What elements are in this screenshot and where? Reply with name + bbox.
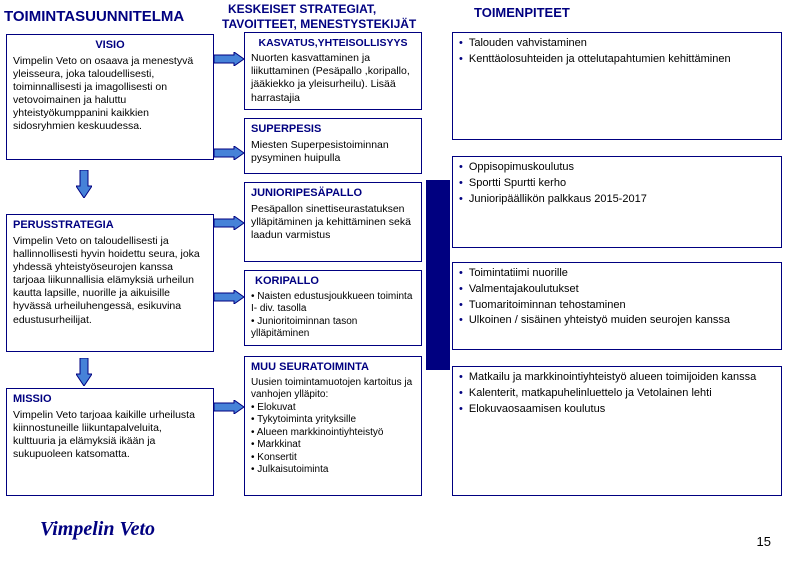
header-col3: TOIMENPITEET (474, 5, 570, 21)
koripallo-b2: • Junioritoiminnan tason ylläpitäminen (251, 316, 415, 341)
box-kasvatus: KASVATUS,YHTEISOLLISYYS Nuorten kasvatta… (244, 32, 422, 110)
box-t3: Toimintatiimi nuorille Valmentajakoulutu… (452, 262, 782, 350)
t4-b2: Kalenterit, matkapuhelinluettelo ja Veto… (459, 387, 775, 401)
box-juniori: JUNIORIPESÄPALLO Pesäpallon sinettiseura… (244, 182, 422, 262)
t1-b1: Talouden vahvistaminen (459, 37, 775, 51)
arrow-down-icon (76, 358, 92, 386)
arrow-right-icon (214, 146, 244, 160)
arrow-right-icon (214, 52, 244, 66)
t3-b1: Toimintatiimi nuorille (459, 267, 775, 281)
juniori-body: Pesäpallon sinettiseurastatuksen ylläpit… (251, 203, 415, 242)
juniori-title: JUNIORIPESÄPALLO (251, 187, 415, 201)
perus-title: PERUSSTRATEGIA (13, 219, 207, 233)
t2-b2: Sportti Spurtti kerho (459, 177, 775, 191)
kasvatus-body: Nuorten kasvattaminen ja liikuttaminen (… (251, 52, 415, 105)
muu-intro: Uusien toimintamuotojen kartoitus ja van… (251, 377, 415, 402)
perus-body: Vimpelin Veto on taloudellisesti ja hall… (13, 235, 207, 327)
box-muu: MUU SEURATOIMINTA Uusien toimintamuotoje… (244, 356, 422, 496)
arrow-right-icon (214, 400, 244, 414)
muu-b1: • Elokuvat (251, 402, 415, 415)
koripallo-b1: • Naisten edustusjoukkueen toiminta I- d… (251, 291, 415, 316)
page-number: 15 (757, 534, 771, 549)
missio-title: MISSIO (13, 393, 207, 407)
box-t4: Matkailu ja markkinointiyhteistyö alueen… (452, 366, 782, 496)
muu-title: MUU SEURATOIMINTA (251, 361, 415, 375)
t3-b2: Valmentajakoulutukset (459, 283, 775, 297)
muu-b6: • Julkaisutoiminta (251, 464, 415, 477)
t2-b3: Junioripäällikön palkkaus 2015-2017 (459, 193, 775, 207)
t4-b3: Elokuvaosaamisen koulutus (459, 403, 775, 417)
t4-b1: Matkailu ja markkinointiyhteistyö alueen… (459, 371, 775, 385)
visio-title: VISIO (13, 39, 207, 53)
box-perus: PERUSSTRATEGIA Vimpelin Veto on taloudel… (6, 214, 214, 352)
kasvatus-title: KASVATUS,YHTEISOLLISYYS (251, 37, 415, 50)
arrow-down-icon (76, 170, 92, 198)
box-t1: Talouden vahvistaminen Kenttäolosuhteide… (452, 32, 782, 140)
superpesis-title: SUPERPESIS (251, 123, 415, 137)
t3-b4: Ulkoinen / sisäinen yhteistyö muiden seu… (459, 314, 775, 328)
box-t2: Oppisopimuskoulutus Sportti Spurtti kerh… (452, 156, 782, 248)
header-col2b: TAVOITTEET, MENESTYSTEKIJÄT (222, 17, 416, 31)
header-col2a: KESKEISET STRATEGIAT, (228, 2, 376, 16)
t2-b1: Oppisopimuskoulutus (459, 161, 775, 175)
missio-body: Vimpelin Veto tarjoaa kaikille urheilust… (13, 409, 207, 462)
muu-b3: • Alueen markkinointiyhteistyö (251, 427, 415, 440)
logo: Vimpelin Veto (40, 518, 155, 541)
muu-b5: • Konsertit (251, 452, 415, 465)
t1-b2: Kenttäolosuhteiden ja ottelutapahtumien … (459, 53, 775, 67)
box-koripallo: KORIPALLO • Naisten edustusjoukkueen toi… (244, 270, 422, 346)
connector-bar (426, 180, 450, 370)
superpesis-body: Miesten Superpesistoiminnan pysyminen hu… (251, 139, 415, 165)
muu-b2: • Tykytoiminta yrityksille (251, 414, 415, 427)
muu-b4: • Markkinat (251, 439, 415, 452)
koripallo-title: KORIPALLO (251, 275, 415, 289)
arrow-right-icon (214, 216, 244, 230)
arrow-right-icon (214, 290, 244, 304)
box-visio: VISIO Vimpelin Veto on osaava ja menesty… (6, 34, 214, 160)
box-missio: MISSIO Vimpelin Veto tarjoaa kaikille ur… (6, 388, 214, 496)
box-superpesis: SUPERPESIS Miesten Superpesistoiminnan p… (244, 118, 422, 174)
visio-body: Vimpelin Veto on osaava ja menestyvä yle… (13, 55, 207, 134)
header-col1: TOIMINTASUUNNITELMA (4, 8, 184, 26)
t3-b3: Tuomaritoiminnan tehostaminen (459, 299, 775, 313)
